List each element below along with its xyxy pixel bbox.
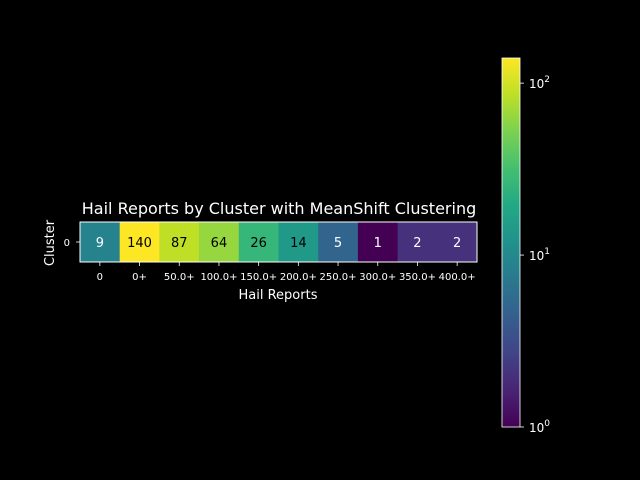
cell-value-label: 9	[96, 236, 104, 251]
heatmap-cell	[278, 222, 319, 262]
x-axis-label: Hail Reports	[239, 288, 318, 303]
heatmap-cells: 9 140 87 64 26 14 5 1 2 2	[79, 221, 478, 263]
x-tick-label: 150.0+	[240, 272, 277, 283]
heatmap-cell	[159, 222, 200, 262]
x-tick-label: 50.0+	[164, 272, 195, 283]
x-tick-label: 0+	[132, 272, 147, 283]
cell-value-label: 5	[334, 236, 342, 251]
x-tick-label: 0	[97, 272, 103, 283]
colorbar-gradient	[501, 57, 521, 428]
x-tick-label: 100.0+	[200, 272, 237, 283]
x-tick-label: 300.0+	[359, 272, 396, 283]
cell-value-label: 64	[211, 236, 228, 251]
heatmap-cell	[80, 222, 120, 262]
x-tick-label: 200.0+	[280, 272, 317, 283]
x-tick-label: 350.0+	[399, 272, 436, 283]
colorbar-tick-label: 102	[529, 75, 550, 91]
colorbar-tick-label: 101	[529, 247, 550, 263]
heatmap-cell	[119, 222, 160, 262]
heatmap-cell	[437, 222, 478, 262]
y-axis-ticks: 0	[64, 238, 80, 249]
heatmap-cell	[199, 222, 240, 262]
y-axis-label: Cluster	[43, 219, 58, 266]
cell-value-label: 140	[127, 236, 152, 251]
cell-value-label: 14	[290, 236, 307, 251]
cell-value-label: 2	[413, 236, 421, 251]
colorbar-tick-label: 100	[529, 419, 550, 435]
colorbar	[501, 57, 521, 428]
x-tick-label: 400.0+	[439, 272, 476, 283]
heatmap-cell	[357, 222, 398, 262]
chart-title: Hail Reports by Cluster with MeanShift C…	[82, 199, 476, 218]
heatmap-cell	[397, 222, 438, 262]
y-tick-label: 0	[64, 238, 70, 249]
cell-value-label: 26	[250, 236, 267, 251]
heatmap-cell	[238, 222, 279, 262]
heatmap-cell	[318, 222, 359, 262]
colorbar-ticks: 100 101 102	[520, 75, 550, 435]
cell-value-label: 87	[171, 236, 188, 251]
cell-value-label: 2	[453, 236, 461, 251]
cell-value-label: 1	[374, 236, 382, 251]
x-axis-ticks: 0 0+ 50.0+ 100.0+ 150.0+ 200.0+ 250.0+ 300.0+ 35…	[97, 262, 476, 283]
x-tick-label: 250.0+	[320, 272, 357, 283]
